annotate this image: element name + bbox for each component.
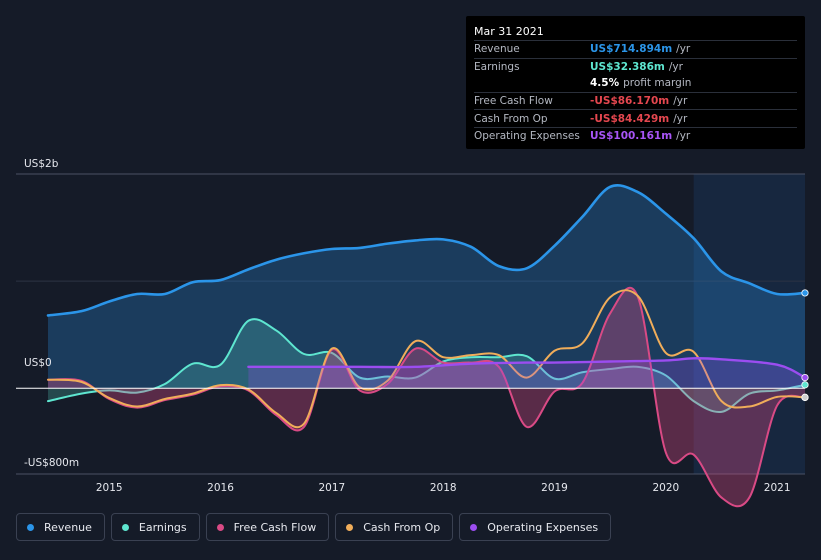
x-tick-label: 2017 [319, 482, 346, 494]
tooltip-row-fcf: Free Cash Flow -US$86.170m /yr [474, 91, 797, 110]
tooltip-value: US$100.161m [590, 130, 673, 143]
legend-item-operating-expenses[interactable]: Operating Expenses [459, 513, 612, 541]
x-tick-label: 2019 [541, 482, 568, 494]
legend-dot-icon [121, 523, 129, 531]
tooltip-value: US$714.894m [590, 43, 673, 56]
x-tick-label: 2021 [764, 482, 791, 494]
free-cash-flow-line [47, 286, 806, 508]
tooltip-unit: /yr [673, 95, 688, 108]
tooltip-row-earnings: Earnings US$32.386m /yr [474, 57, 797, 76]
tooltip-value: -US$86.170m [590, 95, 670, 108]
tooltip-label: Operating Expenses [474, 130, 580, 143]
forecast-highlight [693, 174, 805, 474]
legend-label: Free Cash Flow [233, 520, 317, 534]
legend-item-free-cash-flow[interactable]: Free Cash Flow [205, 513, 330, 541]
tooltip-unit: /yr [676, 43, 691, 56]
tooltip-unit: /yr [673, 112, 688, 125]
legend-dot-icon [346, 523, 354, 531]
x-axis: 2015 2016 2017 2018 2019 2020 2021 [96, 482, 791, 494]
tooltip-label: Free Cash Flow [474, 95, 553, 108]
tooltip-value: -US$84.429m [590, 112, 670, 125]
x-tick-label: 2016 [207, 482, 234, 494]
tooltip-unit: /yr [668, 60, 683, 73]
tooltip-label: Earnings [474, 60, 520, 73]
tooltip-unit: profit margin [623, 77, 692, 90]
operating-expenses-area [248, 358, 806, 389]
operating-expenses-line [247, 357, 807, 379]
x-tick-label: 2020 [652, 482, 679, 494]
tooltip: Mar 31 2021 Revenue US$714.894m /yr Earn… [466, 16, 805, 149]
tooltip-label: Cash From Op [474, 112, 548, 125]
cash-from-op-line [47, 289, 806, 429]
legend-item-revenue[interactable]: Revenue [16, 513, 105, 541]
operating-expenses-end-dot [801, 373, 809, 382]
tooltip-row-revenue: Revenue US$714.894m /yr [474, 40, 797, 58]
legend: Revenue Earnings Free Cash Flow Cash Fro… [16, 513, 612, 541]
legend-dot-icon [470, 523, 478, 531]
legend-label: Operating Expenses [487, 520, 599, 534]
x-tick-label: 2018 [430, 482, 457, 494]
legend-dot-icon [27, 523, 34, 531]
revenue-end-dot [801, 289, 809, 297]
legend-label: Cash From Op [363, 520, 441, 534]
legend-label: Revenue [44, 520, 92, 534]
tooltip-row-cfo: Cash From Op -US$84.429m /yr [474, 109, 797, 127]
tooltip-unit: /yr [676, 130, 691, 143]
tooltip-value: US$32.386m [590, 60, 665, 73]
y-tick-label-bottom: -US$800m [24, 457, 79, 469]
legend-item-earnings[interactable]: Earnings [110, 513, 200, 541]
cash-from-op-end-dot [801, 393, 809, 401]
tooltip-label: Revenue [474, 43, 520, 56]
revenue-line [46, 184, 807, 317]
y-tick-label-top: US$2b [24, 158, 59, 170]
legend-label: Earnings [138, 520, 187, 534]
tooltip-value: 4.5% [590, 77, 620, 90]
end-dots [801, 289, 809, 402]
legend-dot-icon [216, 523, 224, 531]
series-layer [46, 184, 807, 508]
y-tick-label-zero: US$0 [24, 357, 52, 369]
tooltip-row-opex: Operating Expenses US$100.161m /yr [474, 126, 797, 145]
legend-item-cash-from-op[interactable]: Cash From Op [335, 513, 454, 541]
tooltip-row-margin: 4.5% profit margin [474, 75, 797, 92]
earnings-area [48, 319, 805, 413]
x-tick-label: 2015 [96, 482, 123, 494]
tooltip-date: Mar 31 2021 [474, 25, 544, 38]
earnings-end-dot [801, 381, 809, 389]
free-cash-flow-area [48, 287, 805, 507]
